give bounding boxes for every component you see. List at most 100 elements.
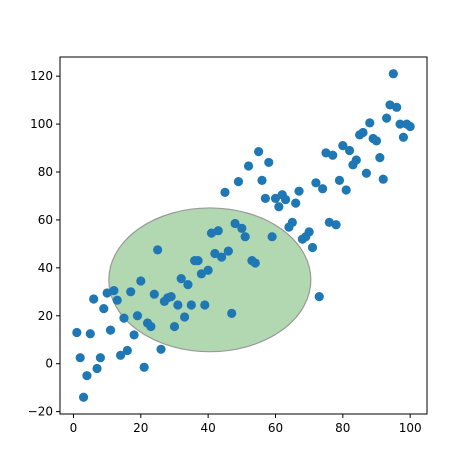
scatter-point bbox=[105, 325, 116, 335]
y-tick-label: 80 bbox=[38, 165, 53, 179]
scatter-point bbox=[341, 185, 351, 195]
scatter-point bbox=[260, 193, 270, 203]
x-tick-label: 0 bbox=[70, 421, 78, 435]
scatter-point bbox=[378, 174, 388, 184]
x-tick-label: 20 bbox=[133, 421, 148, 435]
x-tick-label: 60 bbox=[268, 421, 283, 435]
scatter-point bbox=[149, 289, 159, 299]
scatter-point bbox=[240, 232, 250, 242]
scatter-point bbox=[183, 280, 193, 290]
scatter-point bbox=[173, 300, 183, 310]
x-tick-label: 100 bbox=[399, 421, 422, 435]
scatter-point bbox=[92, 363, 102, 374]
scatter-point bbox=[280, 194, 291, 205]
scatter-point bbox=[328, 150, 338, 160]
scatter-point bbox=[254, 147, 264, 157]
scatter-point bbox=[338, 141, 348, 151]
scatter-point bbox=[132, 311, 143, 321]
scatter-point bbox=[381, 113, 392, 123]
axes-frame bbox=[59, 56, 428, 415]
scatter-point bbox=[331, 220, 341, 230]
scatter-point bbox=[156, 344, 166, 354]
scatter-point bbox=[109, 286, 119, 296]
highlight-ellipse bbox=[108, 207, 312, 353]
scatter-point bbox=[405, 121, 415, 132]
scatter-point bbox=[78, 392, 89, 402]
scatter-point bbox=[398, 132, 409, 142]
y-tick-label: 120 bbox=[30, 69, 53, 83]
scatter-point bbox=[139, 362, 149, 372]
y-tick-label: 0 bbox=[45, 357, 53, 371]
scatter-point bbox=[196, 269, 207, 279]
scatter-point bbox=[136, 276, 146, 286]
scatter-point bbox=[95, 353, 106, 363]
scatter-point bbox=[217, 252, 227, 262]
scatter-point bbox=[193, 256, 203, 266]
scatter-point bbox=[361, 168, 371, 178]
plot-area bbox=[72, 69, 415, 402]
scatter-point bbox=[351, 155, 361, 165]
scatter-point bbox=[334, 175, 345, 185]
x-tick-label: 40 bbox=[201, 421, 216, 435]
scatter-point bbox=[270, 193, 281, 203]
scatter-point bbox=[274, 202, 284, 212]
scatter-point bbox=[179, 312, 190, 322]
scatter-point bbox=[99, 303, 109, 314]
scatter-point bbox=[291, 198, 301, 208]
scatter-point bbox=[264, 157, 274, 168]
scatter-point bbox=[203, 265, 213, 275]
scatter-point bbox=[395, 119, 405, 129]
y-tick-label: 100 bbox=[30, 117, 53, 131]
scatter-point bbox=[153, 245, 163, 255]
scatter-point bbox=[230, 218, 240, 229]
axes: 0 20 40 60 80 100 −20 0 20 40 60 80 100 120 bbox=[28, 69, 422, 435]
scatter-point bbox=[307, 242, 318, 253]
scatter-point bbox=[250, 258, 260, 268]
scatter-point bbox=[169, 321, 180, 332]
scatter-point bbox=[129, 330, 139, 340]
scatter-point bbox=[210, 248, 220, 259]
scatter-point bbox=[267, 232, 277, 242]
y-tick-label: 40 bbox=[38, 261, 53, 275]
scatter-point bbox=[314, 291, 324, 302]
scatter-point bbox=[119, 313, 129, 323]
scatter-point bbox=[358, 127, 368, 138]
scatter-point bbox=[243, 161, 254, 171]
scatter-point bbox=[294, 186, 304, 196]
scatter-point bbox=[392, 102, 402, 112]
scatter-point bbox=[237, 223, 247, 233]
scatter-point bbox=[365, 118, 375, 128]
scatter-point bbox=[122, 345, 132, 356]
scatter-point bbox=[371, 136, 382, 146]
scatter-point bbox=[85, 329, 95, 339]
scatter-point bbox=[176, 274, 186, 284]
scatter-point bbox=[318, 184, 328, 194]
scatter-point bbox=[112, 295, 122, 305]
scatter-point bbox=[126, 287, 136, 297]
scatter-point bbox=[213, 226, 223, 236]
scatter-point bbox=[146, 321, 156, 332]
scatter-point bbox=[89, 294, 99, 304]
scatter-point bbox=[72, 327, 82, 338]
scatter-point bbox=[200, 300, 210, 310]
x-tick-label: 80 bbox=[335, 421, 350, 435]
scatter-point bbox=[375, 153, 385, 163]
scatter-point bbox=[311, 178, 321, 188]
scatter-point bbox=[166, 291, 176, 302]
y-tick-label: 20 bbox=[38, 309, 53, 323]
scatter-point bbox=[75, 353, 85, 363]
scatter-point bbox=[287, 217, 297, 227]
y-tick-label: 60 bbox=[38, 213, 53, 227]
scatter-point bbox=[82, 371, 92, 381]
scatter-point bbox=[344, 145, 355, 156]
scatter-point bbox=[116, 350, 126, 360]
scatter-point bbox=[304, 227, 314, 237]
scatter-point bbox=[257, 175, 267, 185]
scatter-point bbox=[186, 300, 196, 310]
scatter-point bbox=[388, 69, 398, 79]
y-tick-label: −20 bbox=[28, 405, 53, 419]
scatter-point bbox=[227, 308, 237, 318]
scatter-point bbox=[233, 176, 244, 187]
scatter-point bbox=[220, 187, 230, 197]
